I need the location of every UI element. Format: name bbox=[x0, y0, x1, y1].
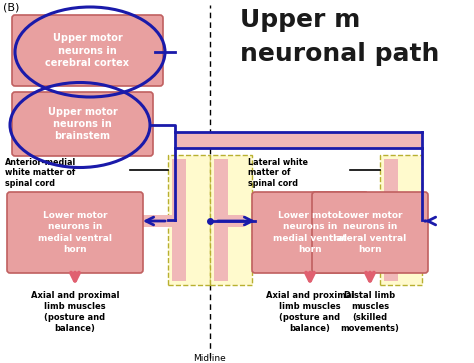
Bar bbox=[168, 155, 210, 285]
Text: Axial and proximal
limb muscles
(posture and
balance): Axial and proximal limb muscles (posture… bbox=[31, 291, 119, 333]
Bar bbox=[380, 155, 422, 285]
FancyBboxPatch shape bbox=[12, 92, 153, 156]
Bar bbox=[175, 132, 422, 148]
FancyBboxPatch shape bbox=[252, 192, 368, 273]
Bar bbox=[130, 215, 182, 227]
Text: Upper m: Upper m bbox=[240, 8, 360, 32]
Text: Axial and proximal
limb muscles
(posture and
balance): Axial and proximal limb muscles (posture… bbox=[266, 291, 354, 333]
Bar bbox=[384, 159, 398, 281]
FancyBboxPatch shape bbox=[12, 15, 163, 86]
Bar bbox=[335, 215, 384, 227]
Bar bbox=[172, 159, 186, 281]
Text: Distal limb
muscles
(skilled
movements): Distal limb muscles (skilled movements) bbox=[340, 291, 400, 333]
Bar bbox=[214, 159, 228, 281]
Bar bbox=[214, 215, 244, 227]
Text: Lower motor
neurons in
lateral ventral
horn: Lower motor neurons in lateral ventral h… bbox=[333, 211, 407, 254]
Bar bbox=[210, 155, 252, 285]
Text: neuronal path: neuronal path bbox=[240, 42, 439, 66]
Text: Upper motor
neurons in
cerebral cortex: Upper motor neurons in cerebral cortex bbox=[46, 33, 129, 68]
Text: Anterior-medial
white matter of
spinal cord: Anterior-medial white matter of spinal c… bbox=[5, 158, 76, 188]
Text: Midline: Midline bbox=[193, 354, 227, 363]
Text: Lower motor
neurons in
medial ventral
horn: Lower motor neurons in medial ventral ho… bbox=[38, 211, 112, 254]
Text: Lower motor
neurons in
medial ventral
horn: Lower motor neurons in medial ventral ho… bbox=[273, 211, 347, 254]
Text: (B): (B) bbox=[3, 2, 19, 12]
Text: Upper motor
neurons in
brainstem: Upper motor neurons in brainstem bbox=[47, 107, 118, 142]
FancyBboxPatch shape bbox=[7, 192, 143, 273]
FancyBboxPatch shape bbox=[312, 192, 428, 273]
Text: Lateral white
matter of
spinal cord: Lateral white matter of spinal cord bbox=[248, 158, 308, 188]
